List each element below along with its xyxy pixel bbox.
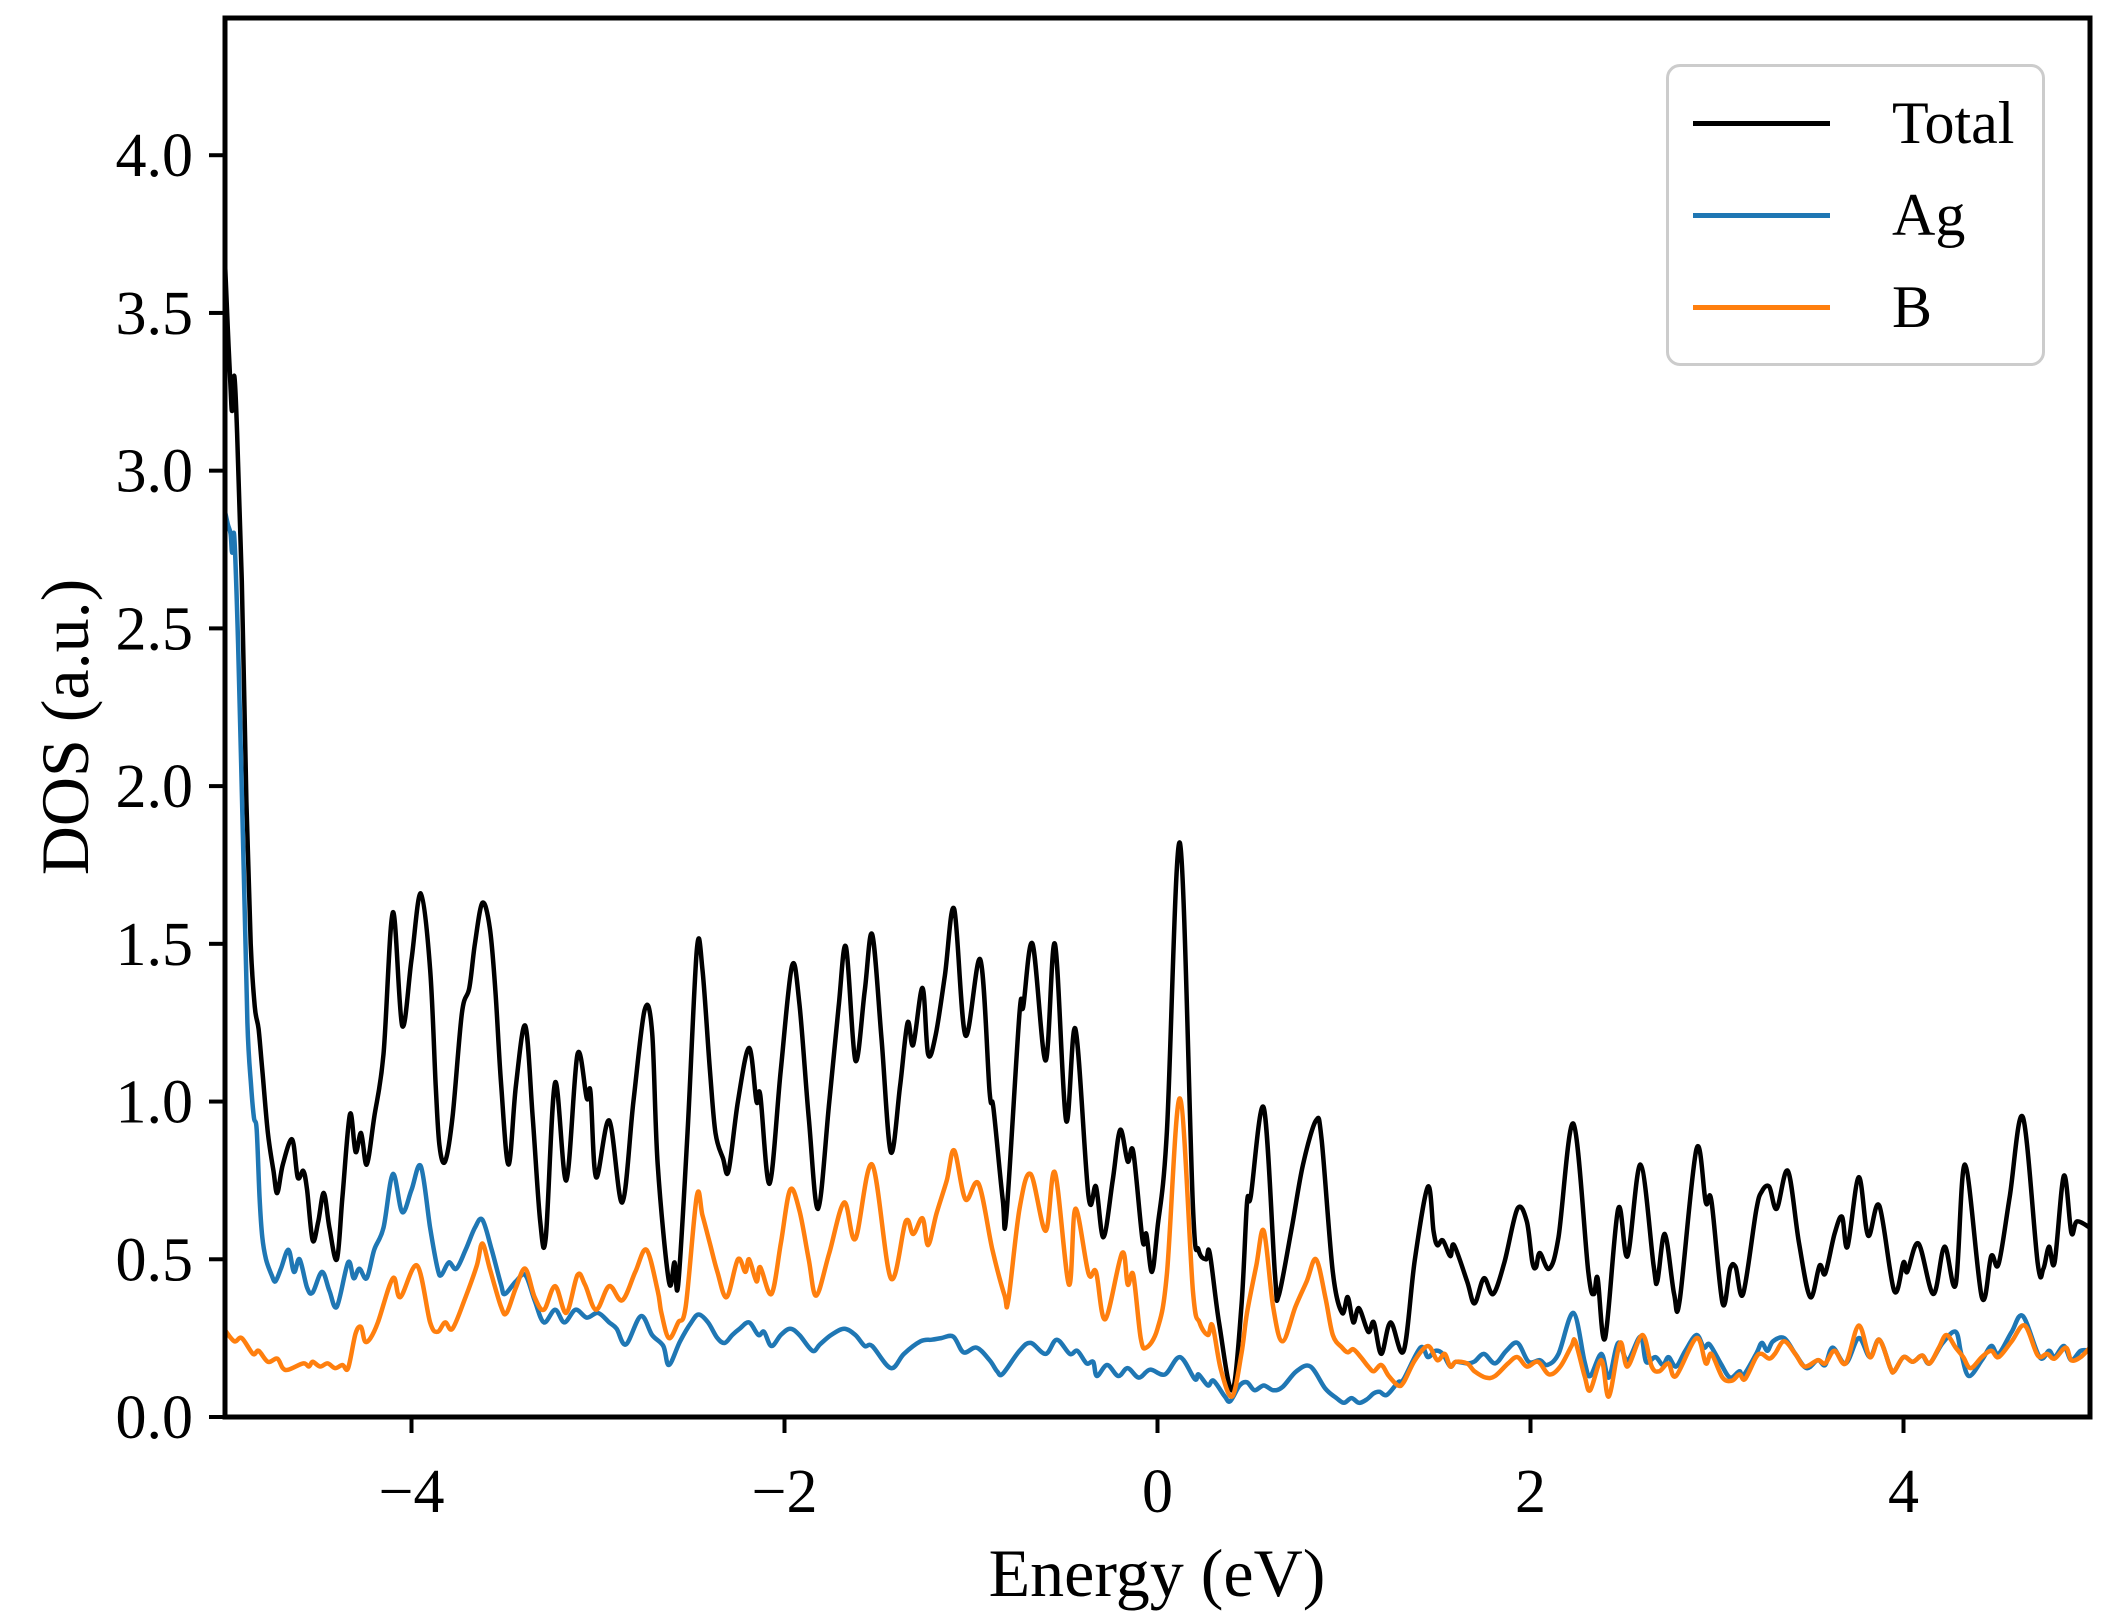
axis-ticks: −4 −2 0 2 4 0.0 0.5 1.0 1.5 2.0 2.5 3.0 3.5 4.0	[116, 122, 1920, 1526]
y-axis-label: DOS (a.u.)	[27, 579, 103, 876]
ag-series-line	[225, 509, 2090, 1406]
legend-entry-b: B	[1669, 261, 2042, 353]
y-tick-label: 2.0	[116, 753, 194, 821]
legend-line-b-icon	[1693, 304, 1830, 310]
x-tick-label: −2	[752, 1458, 818, 1526]
legend-label-b: B	[1892, 274, 1933, 340]
total-series-line	[225, 260, 2090, 1393]
y-tick-label: 2.5	[116, 595, 194, 663]
x-axis-label: Energy (eV)	[989, 1535, 1326, 1611]
y-tick-label: 4.0	[116, 122, 194, 190]
y-tick-label: 1.5	[116, 911, 194, 979]
y-tick-label: 3.5	[116, 280, 194, 348]
legend-line-ag-icon	[1693, 212, 1830, 218]
legend: Total Ag B	[1666, 64, 2045, 366]
x-tick-label: 0	[1142, 1458, 1173, 1526]
y-tick-label: 1.0	[116, 1069, 194, 1137]
plot-area	[225, 260, 2090, 1406]
y-tick-label: 0.5	[116, 1226, 194, 1294]
legend-entry-total: Total	[1669, 77, 2042, 169]
legend-entry-ag: Ag	[1669, 169, 2042, 261]
y-tick-label: 0.0	[116, 1384, 194, 1452]
x-tick-label: 4	[1888, 1458, 1919, 1526]
legend-label-total: Total	[1892, 90, 2015, 156]
legend-line-total-icon	[1693, 120, 1830, 126]
x-tick-label: 2	[1515, 1458, 1546, 1526]
legend-label-ag: Ag	[1892, 182, 1966, 248]
y-tick-label: 3.0	[116, 438, 194, 506]
plot-border	[222, 15, 2093, 1420]
b-series-line	[225, 1096, 2090, 1399]
x-tick-label: −4	[379, 1458, 445, 1526]
